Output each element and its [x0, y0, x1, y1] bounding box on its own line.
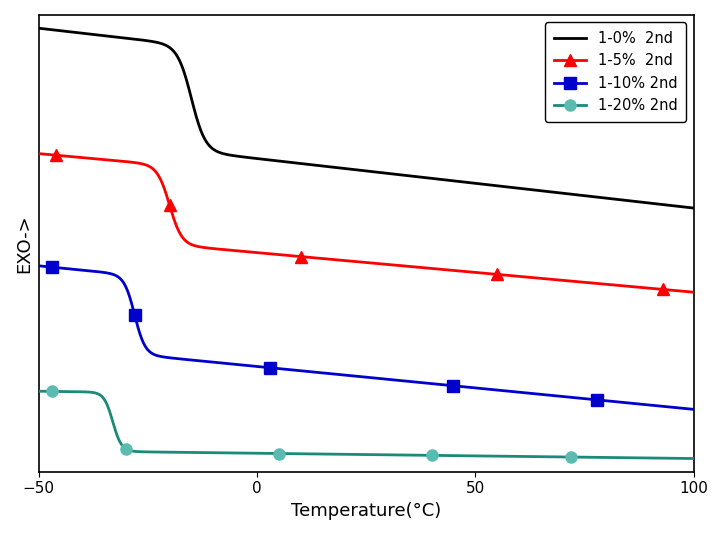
Y-axis label: EXO->: EXO-> [15, 214, 33, 273]
Legend: 1-0%  2nd, 1-5%  2nd, 1-10% 2nd, 1-20% 2nd: 1-0% 2nd, 1-5% 2nd, 1-10% 2nd, 1-20% 2nd [545, 22, 686, 121]
X-axis label: Temperature(°C): Temperature(°C) [291, 502, 441, 520]
